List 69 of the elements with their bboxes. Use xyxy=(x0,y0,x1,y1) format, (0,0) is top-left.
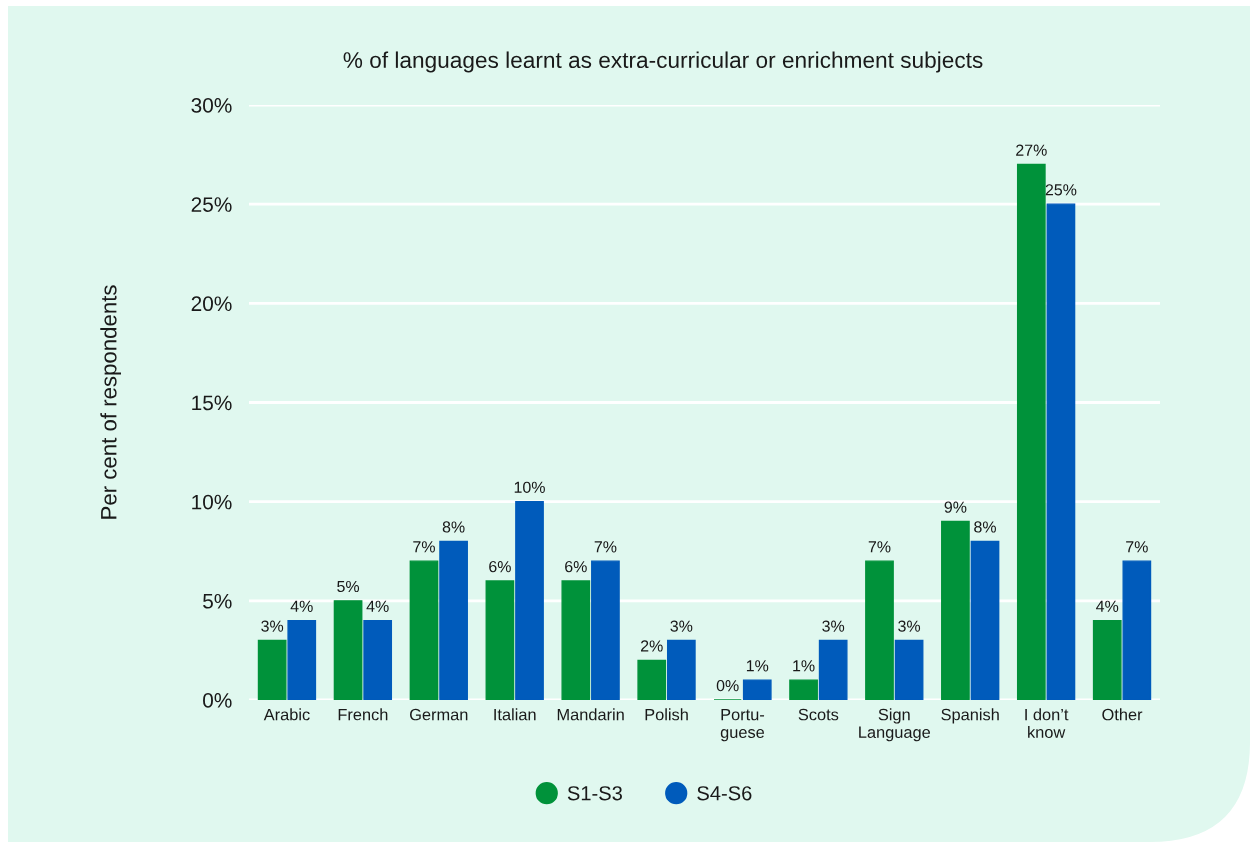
y-tick-label: 15% xyxy=(192,395,232,411)
bar xyxy=(409,560,439,700)
x-tick-label: Portu- guese xyxy=(720,708,765,742)
data-label: 6% xyxy=(565,560,587,573)
bar xyxy=(561,580,591,700)
x-tick-label: Spanish xyxy=(941,708,999,724)
bar xyxy=(789,679,818,700)
y-tick-label: 5% xyxy=(203,593,232,609)
data-label: 3% xyxy=(670,620,693,632)
x-tick-label: German xyxy=(410,708,468,721)
x-tick-label: Scots xyxy=(798,708,839,721)
data-label: 4% xyxy=(366,600,389,612)
data-label: 1% xyxy=(746,660,769,672)
data-label: 7% xyxy=(413,541,435,553)
bar xyxy=(1016,163,1046,700)
x-tick-label: Mandarin xyxy=(557,708,624,721)
data-label: 5% xyxy=(337,580,360,593)
x-tick-label: Sign Language xyxy=(859,708,931,742)
bar xyxy=(363,619,393,700)
x-tick-label: Other xyxy=(1102,708,1143,721)
bar xyxy=(1092,619,1122,700)
y-tick-label: 25% xyxy=(191,197,232,212)
legend-label: S4-S6 xyxy=(697,786,752,801)
data-label: 8% xyxy=(974,521,996,533)
bar xyxy=(485,580,515,700)
data-label: 4% xyxy=(290,600,313,612)
bar xyxy=(970,540,1000,700)
bar xyxy=(865,560,894,700)
bar xyxy=(439,540,468,700)
chart-title: % of languages learnt as extra-curricular or enrichment subjects xyxy=(343,51,983,73)
y-tick-label: 20% xyxy=(191,296,232,312)
bar xyxy=(515,500,544,700)
bar xyxy=(257,639,287,700)
x-tick-label: Arabic xyxy=(263,708,310,721)
data-label: 7% xyxy=(594,541,617,553)
data-label: 9% xyxy=(944,501,967,513)
bar xyxy=(666,639,696,700)
bar xyxy=(818,639,848,700)
data-label: 6% xyxy=(489,560,511,573)
bar xyxy=(941,520,970,700)
data-label: 2% xyxy=(641,640,663,652)
data-label: 3% xyxy=(261,620,284,632)
bar xyxy=(637,659,667,700)
y-tick-label: 30% xyxy=(191,98,232,113)
x-tick-label: I don’t know xyxy=(1025,708,1069,739)
data-label: 7% xyxy=(1126,541,1148,553)
bar xyxy=(591,560,620,700)
bar xyxy=(1122,560,1152,700)
legend-label: S1-S3 xyxy=(567,786,622,801)
bar xyxy=(894,639,924,700)
data-label: 27% xyxy=(1016,144,1047,156)
bar xyxy=(287,619,317,700)
data-label: 4% xyxy=(1096,600,1119,612)
data-label: 10% xyxy=(514,481,545,493)
bar xyxy=(742,679,772,700)
bar xyxy=(1046,203,1076,700)
data-label: 7% xyxy=(868,541,891,553)
bar xyxy=(333,600,363,700)
y-tick-label: 0% xyxy=(203,693,232,708)
y-axis-title: Per cent of respondents xyxy=(100,285,121,519)
x-tick-label: Italian xyxy=(494,708,536,721)
data-label: 1% xyxy=(793,660,815,672)
x-tick-label: French xyxy=(338,708,388,721)
data-label: 8% xyxy=(442,521,465,533)
data-label: 3% xyxy=(898,620,921,632)
x-tick-label: Polish xyxy=(645,708,688,721)
data-label: 0% xyxy=(716,679,739,692)
data-label: 3% xyxy=(822,620,845,632)
y-tick-label: 10% xyxy=(192,494,232,510)
